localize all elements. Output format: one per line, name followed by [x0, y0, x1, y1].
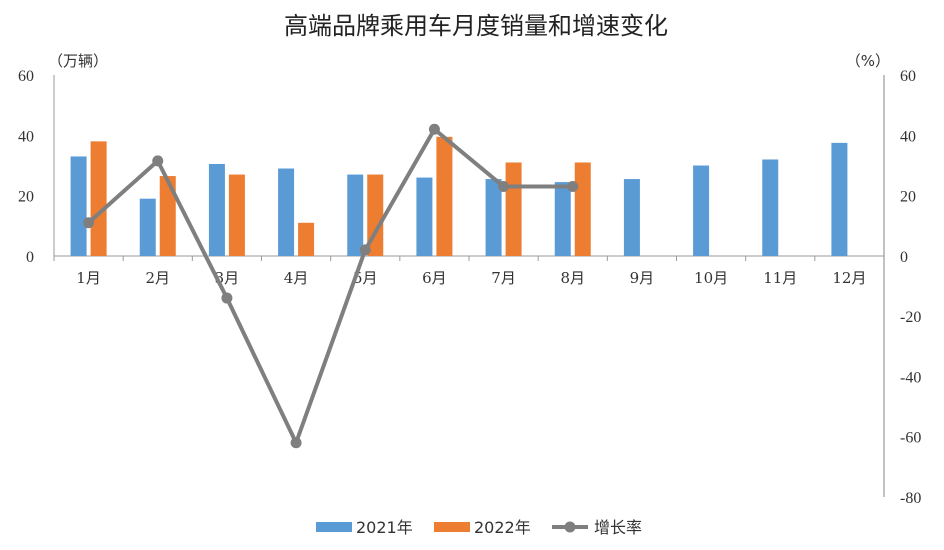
category-label: 1月 — [76, 269, 101, 287]
growth-rate-point — [221, 292, 233, 304]
growth-rate-line — [87, 127, 573, 445]
category-label: 10月 — [694, 269, 728, 287]
category-label: 12月 — [832, 269, 866, 287]
right-axis-tick-label: -80 — [900, 490, 921, 507]
bar-2021年 — [208, 163, 225, 256]
bar-2022年 — [298, 222, 315, 256]
bar-2021年 — [831, 142, 848, 256]
right-axis-tick-label: -60 — [900, 430, 921, 447]
category-label: 6月 — [422, 269, 447, 287]
right-axis-tick-label: -20 — [900, 309, 921, 326]
bar-2022年 — [228, 174, 245, 256]
right-axis-tick-label: 20 — [900, 189, 916, 206]
legend-label: 增长率 — [594, 518, 642, 537]
bar-2021年 — [139, 198, 156, 256]
right-axis-tick-label: -40 — [900, 369, 921, 386]
bar-2022年 — [574, 162, 591, 256]
left-axis-tick-label: 60 — [18, 68, 34, 85]
bar-2021年 — [762, 159, 779, 256]
growth-rate-point — [83, 217, 95, 229]
bar-2021年 — [347, 174, 364, 256]
category-label: 2月 — [145, 269, 170, 287]
legend-label: 2021年 — [356, 518, 413, 537]
bar-2021年 — [623, 179, 640, 256]
category-label: 8月 — [560, 269, 585, 287]
category-label: 7月 — [491, 269, 516, 287]
bar-2021年 — [70, 156, 87, 256]
bar-2021年 — [416, 177, 433, 256]
legend: 2021年 2022年 增长率 — [316, 518, 642, 537]
bar-2021年 — [554, 182, 571, 256]
bar-2021年 — [693, 165, 710, 256]
category-label: 4月 — [284, 269, 309, 287]
bar-2021年 — [278, 168, 295, 256]
bar-2022年 — [90, 141, 107, 256]
legend-swatch-2022年 — [434, 522, 470, 532]
left-axis-tick-label: 0 — [26, 249, 34, 266]
legend-marker — [564, 521, 576, 533]
growth-rate-point — [498, 181, 510, 193]
left-axis-unit: （万辆） — [48, 52, 108, 70]
bar-2021年 — [485, 179, 502, 256]
left-axis-tick-label: 20 — [18, 189, 34, 206]
bar-2022年 — [159, 176, 176, 256]
right-axis-tick-label: 40 — [900, 128, 916, 145]
left-axis-tick-label: 40 — [18, 128, 34, 145]
right-axis-tick-label: 60 — [900, 68, 916, 85]
growth-rate-point — [152, 155, 164, 167]
chart-title: 高端品牌乘用车月度销量和增速变化 — [284, 12, 668, 40]
bar-2022年 — [436, 136, 453, 256]
growth-rate-point — [567, 181, 579, 193]
category-label: 5月 — [353, 269, 378, 287]
legend-swatch-2021年 — [316, 522, 352, 532]
growth-rate-point — [359, 244, 371, 256]
bar-2022年 — [505, 162, 522, 256]
right-axis-unit: （%） — [846, 52, 890, 70]
category-label: 9月 — [630, 269, 655, 287]
growth-rate-point — [290, 437, 302, 449]
category-label: 11月 — [763, 269, 797, 287]
legend-label: 2022年 — [474, 518, 531, 537]
growth-rate-point — [428, 123, 440, 135]
right-axis-tick-label: 0 — [900, 249, 908, 266]
